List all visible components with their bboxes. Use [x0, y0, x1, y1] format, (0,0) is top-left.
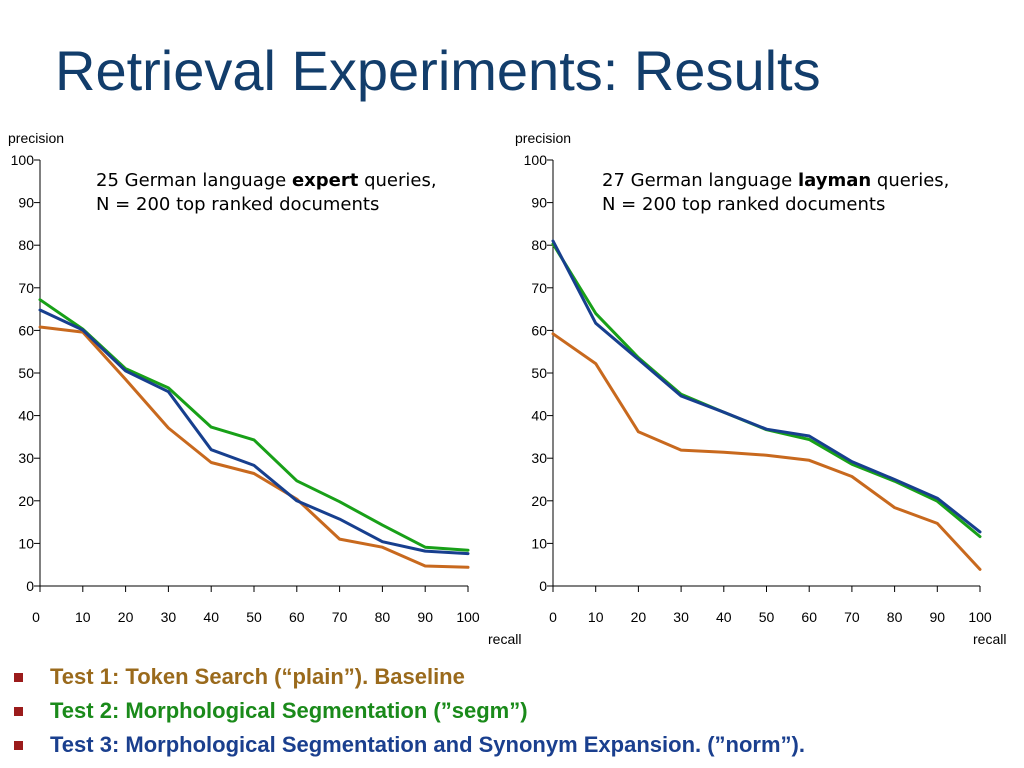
y-tick-label: 20	[531, 493, 547, 509]
y-tick-label: 70	[18, 280, 34, 296]
legend-item-plain: Test 1: Token Search (“plain”). Baseline	[13, 660, 805, 694]
x-tick-label: 10	[75, 609, 91, 625]
annotation-text: 27 German language	[602, 170, 798, 191]
annotation-bold-word: layman	[798, 170, 871, 191]
x-tick-label: 40	[203, 609, 219, 625]
y-tick-label: 40	[18, 408, 34, 424]
series-line-norm	[551, 239, 982, 534]
x-tick-label: 80	[887, 609, 903, 625]
x-tick-label: 80	[375, 609, 391, 625]
y-tick-label: 10	[18, 535, 34, 551]
y-tick-label: 60	[531, 322, 547, 338]
bullet-icon	[14, 673, 23, 682]
chart-2: 0 10 20 30 40 50 60 70 80 90 100 0 10 20 30 40 50 60 70 80 9…	[515, 130, 1006, 647]
x-tick-label: 100	[968, 609, 992, 625]
x-tick-label: 40	[716, 609, 732, 625]
y-tick-label: 100	[11, 152, 35, 168]
x-tick-label: 0	[32, 609, 40, 625]
series-line-plain	[38, 325, 470, 569]
annotation-text: queries,	[358, 170, 436, 191]
x-tick-label: 60	[801, 609, 817, 625]
legend-item-norm: Test 3: Morphological Segmentation and S…	[13, 728, 805, 762]
x-tick-label: 70	[332, 609, 348, 625]
y-tick-label: 50	[531, 365, 547, 381]
x-tick-label: 30	[673, 609, 689, 625]
y-tick-label: 40	[531, 408, 547, 424]
chart-annotation-line2: N = 200 top ranked documents	[96, 194, 379, 215]
y-tick-label: 80	[18, 237, 34, 253]
x-axis-label: recall	[488, 631, 521, 647]
y-tick-label: 30	[531, 450, 547, 466]
y-tick-label: 100	[524, 152, 548, 168]
x-tick-label: 100	[456, 609, 480, 625]
series-line-segm	[38, 298, 470, 552]
bullet-icon	[14, 707, 23, 716]
y-axis-label: precision	[8, 130, 64, 146]
x-tick-label: 50	[246, 609, 262, 625]
legend-label-segm: Test 2: Morphological Segmentation (”seg…	[50, 698, 528, 723]
chart-annotation-line1: 25 German language expert queries,	[96, 170, 437, 191]
x-tick-label: 20	[631, 609, 647, 625]
x-tick-label: 50	[759, 609, 775, 625]
x-tick-label: 60	[289, 609, 305, 625]
x-tick-label: 30	[161, 609, 177, 625]
y-tick-label: 80	[531, 237, 547, 253]
y-tick-label: 0	[539, 578, 547, 594]
bullet-icon	[14, 741, 23, 750]
x-tick-label: 20	[118, 609, 134, 625]
y-tick-label: 0	[26, 578, 34, 594]
slide-title: Retrieval Experiments: Results	[55, 39, 821, 102]
y-tick-label: 20	[18, 493, 34, 509]
legend-list: Test 1: Token Search (“plain”). Baseline…	[13, 660, 805, 762]
y-tick-label: 50	[18, 365, 34, 381]
y-tick-label: 90	[18, 195, 34, 211]
annotation-bold-word: expert	[292, 170, 359, 191]
annotation-text: 25 German language	[96, 170, 292, 191]
x-tick-label: 10	[588, 609, 604, 625]
chart-1: 0 10 20 30 40 50 60 70 80 90 100 0 10 20 30 40 50 60 70 80 9…	[8, 130, 521, 647]
annotation-text: queries,	[871, 170, 949, 191]
x-tick-label: 90	[417, 609, 433, 625]
y-tick-label: 90	[531, 195, 547, 211]
x-tick-label: 70	[844, 609, 860, 625]
y-tick-label: 10	[531, 535, 547, 551]
y-tick-label: 70	[531, 280, 547, 296]
chart-annotation-line2: N = 200 top ranked documents	[602, 194, 885, 215]
series-line-plain	[551, 332, 982, 571]
y-tick-label: 30	[18, 450, 34, 466]
x-tick-label: 90	[930, 609, 946, 625]
series-line-norm	[38, 308, 470, 556]
x-axis-label: recall	[973, 631, 1006, 647]
legend-label-plain: Test 1: Token Search (“plain”). Baseline	[50, 664, 465, 689]
series-line-segm	[551, 242, 982, 539]
legend-label-norm: Test 3: Morphological Segmentation and S…	[50, 732, 805, 757]
chart-annotation-line1: 27 German language layman queries,	[602, 170, 949, 191]
legend-item-segm: Test 2: Morphological Segmentation (”seg…	[13, 694, 805, 728]
y-axis-label: precision	[515, 130, 571, 146]
y-tick-label: 60	[18, 322, 34, 338]
x-tick-label: 0	[549, 609, 557, 625]
